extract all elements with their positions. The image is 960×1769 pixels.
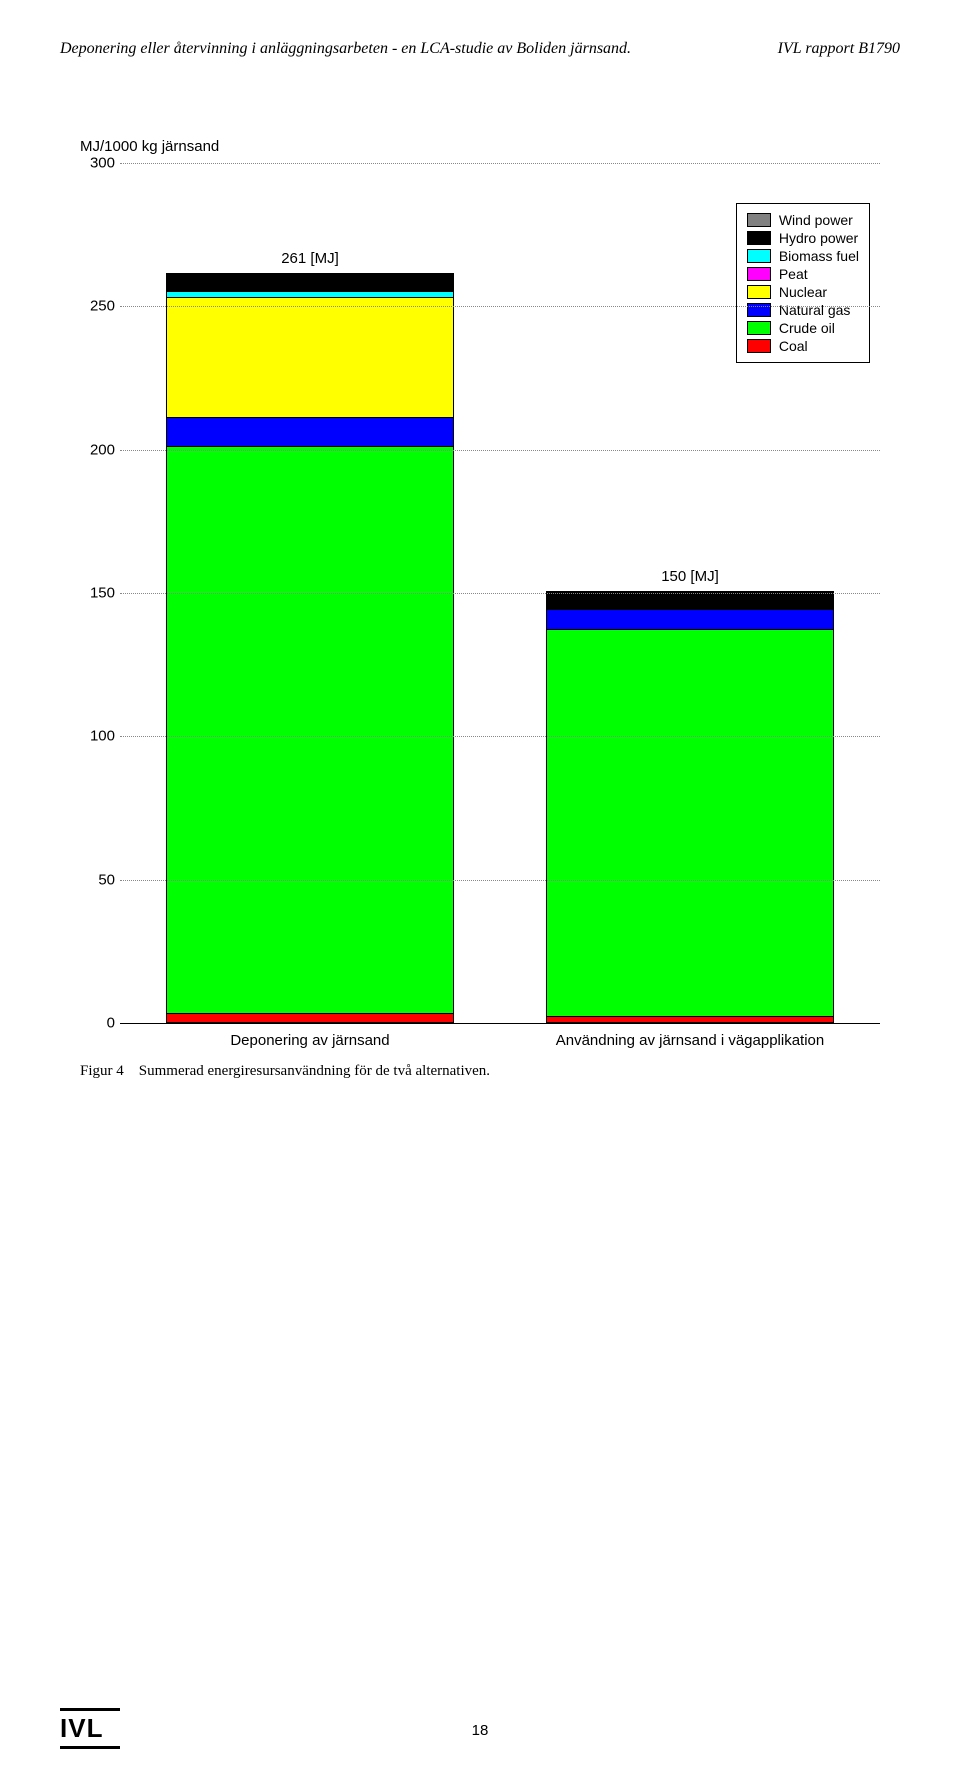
legend-swatch <box>747 213 771 227</box>
stacked-bar <box>546 591 835 1023</box>
legend-swatch <box>747 321 771 335</box>
y-tick-label: 100 <box>80 728 115 745</box>
bar-total-label: 261 [MJ] <box>166 250 455 267</box>
bar-segment-hydro_power <box>167 274 454 291</box>
legend-item: Crude oil <box>747 320 859 336</box>
legend-swatch <box>747 249 771 263</box>
x-tick-label: Användning av järnsand i vägapplikation <box>546 1032 835 1049</box>
bar-segment-nuclear <box>167 297 454 417</box>
caption-text: Summerad energiresursanvändning för de t… <box>139 1063 490 1079</box>
y-tick-label: 0 <box>80 1015 115 1032</box>
y-tick-label: 200 <box>80 441 115 458</box>
y-tick-label: 50 <box>80 871 115 888</box>
legend-swatch <box>747 285 771 299</box>
legend-item: Biomass fuel <box>747 248 859 264</box>
legend-item: Wind power <box>747 212 859 228</box>
plot-area: 261 [MJ] 150 [MJ] Wind power Hydro power Bi… <box>120 163 880 1024</box>
figure-caption: Figur 4 Summerad energiresursanvändning … <box>80 1063 880 1080</box>
bar-segment-natural_gas <box>547 609 834 629</box>
legend-item: Nuclear <box>747 284 859 300</box>
bar-segment-hydro_power <box>547 592 834 609</box>
y-axis-title: MJ/1000 kg järnsand <box>80 138 880 155</box>
stacked-bar <box>166 273 455 1023</box>
bar-segment-crude_oil <box>167 446 454 1014</box>
legend-label: Hydro power <box>779 230 858 246</box>
page: Deponering eller återvinning i anläggnin… <box>0 0 960 1769</box>
bar-total-label: 150 [MJ] <box>546 568 835 585</box>
y-tick-label: 300 <box>80 155 115 172</box>
header-right: IVL rapport B1790 <box>778 40 900 58</box>
legend-label: Coal <box>779 338 808 354</box>
legend-label: Peat <box>779 266 808 282</box>
caption-prefix: Figur 4 <box>80 1063 124 1079</box>
gridline <box>120 163 880 164</box>
logo-line <box>60 1746 120 1749</box>
legend-item: Coal <box>747 338 859 354</box>
y-tick-label: 150 <box>80 585 115 602</box>
legend-swatch <box>747 303 771 317</box>
legend-label: Biomass fuel <box>779 248 859 264</box>
legend-swatch <box>747 231 771 245</box>
x-axis: Deponering av järnsand Användning av järn… <box>120 1032 880 1049</box>
bar-group: 150 [MJ] <box>546 591 835 1023</box>
legend-item: Peat <box>747 266 859 282</box>
legend-swatch <box>747 267 771 281</box>
y-tick-label: 250 <box>80 298 115 315</box>
legend-swatch <box>747 339 771 353</box>
legend-item: Hydro power <box>747 230 859 246</box>
legend-label: Nuclear <box>779 284 827 300</box>
legend-item: Natural gas <box>747 302 859 318</box>
gridline <box>120 306 880 307</box>
legend-label: Natural gas <box>779 302 851 318</box>
legend: Wind power Hydro power Biomass fuel Peat Nuc… <box>736 203 870 363</box>
gridline <box>120 593 880 594</box>
legend-label: Wind power <box>779 212 853 228</box>
bar-segment-crude_oil <box>547 629 834 1016</box>
legend-label: Crude oil <box>779 320 835 336</box>
gridline <box>120 736 880 737</box>
page-number: 18 <box>0 1722 960 1739</box>
page-header: Deponering eller återvinning i anläggnin… <box>60 40 900 58</box>
x-tick-label: Deponering av järnsand <box>166 1032 455 1049</box>
bar-segment-natural_gas <box>167 417 454 446</box>
gridline <box>120 450 880 451</box>
header-left: Deponering eller återvinning i anläggnin… <box>60 40 631 58</box>
gridline <box>120 880 880 881</box>
bar-segment-coal <box>547 1016 834 1022</box>
bar-group: 261 [MJ] <box>166 273 455 1023</box>
energy-chart: MJ/1000 kg järnsand 261 [MJ] 150 [MJ] Win… <box>80 138 880 1080</box>
logo-line <box>60 1708 120 1711</box>
bar-segment-coal <box>167 1013 454 1022</box>
